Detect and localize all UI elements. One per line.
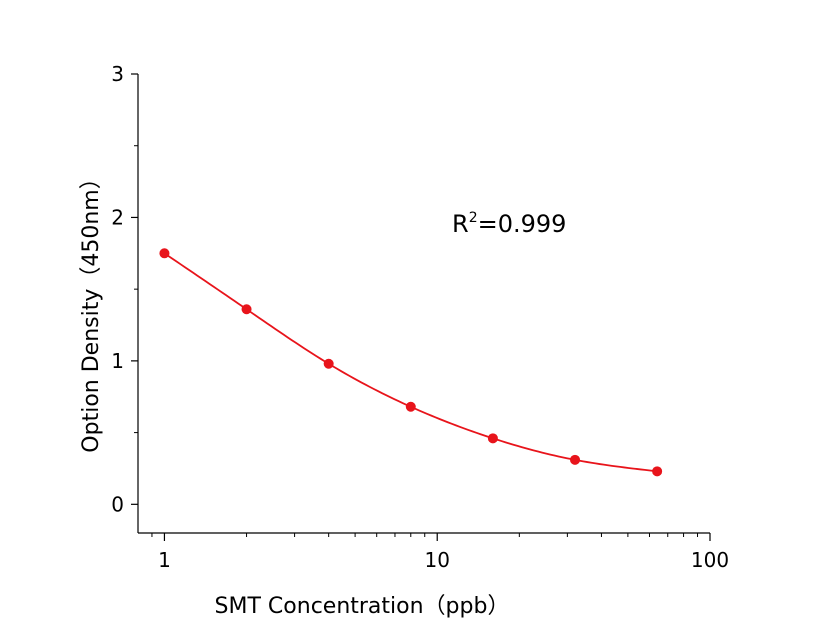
fit-curve (163, 252, 658, 473)
r-squared-value: =0.999 (478, 210, 567, 238)
r-squared-superscript: 2 (469, 210, 478, 226)
ticks: 0 1 2 3 1 10 100 (111, 62, 729, 572)
axes (137, 74, 710, 534)
x-axis-label: SMT Concentration（ppb） (215, 594, 510, 619)
y-tick-label: 1 (111, 349, 124, 373)
data-points (159, 248, 663, 477)
r-squared-annotation: R2=0.999 (452, 210, 566, 238)
y-tick-label: 2 (111, 205, 124, 229)
data-point (241, 304, 252, 315)
data-point (159, 248, 170, 259)
x-tick-label: 1 (158, 548, 171, 572)
r-squared-base: R (452, 210, 469, 238)
data-point (487, 433, 498, 444)
data-point (570, 454, 581, 465)
x-tick-label: 10 (424, 548, 449, 572)
data-point (652, 466, 663, 477)
data-point (405, 401, 416, 412)
x-tick-label: 100 (691, 548, 729, 572)
y-axis-label: Option Density（450nm） (79, 167, 104, 452)
y-tick-label: 3 (111, 62, 124, 86)
data-point (323, 358, 334, 369)
y-tick-label: 0 (111, 492, 124, 516)
